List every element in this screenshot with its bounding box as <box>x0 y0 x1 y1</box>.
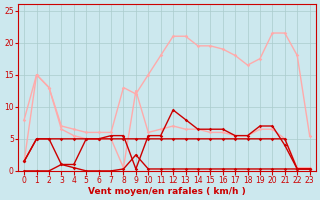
X-axis label: Vent moyen/en rafales ( km/h ): Vent moyen/en rafales ( km/h ) <box>88 187 246 196</box>
